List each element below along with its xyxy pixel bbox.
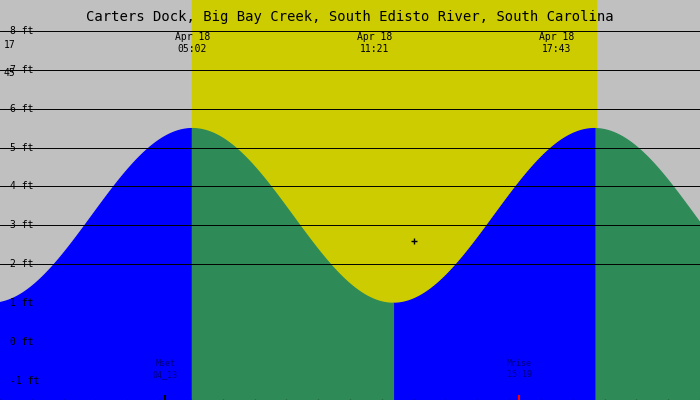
- Text: -1 ft: -1 ft: [10, 376, 39, 386]
- Text: 6 ft: 6 ft: [10, 104, 33, 114]
- Text: 1 ft: 1 ft: [10, 298, 33, 308]
- Bar: [192, 0, 596, 400]
- Text: 17: 17: [4, 40, 15, 50]
- Text: Apr 18
17:43: Apr 18 17:43: [539, 32, 574, 54]
- Text: 3 ft: 3 ft: [10, 220, 33, 230]
- Text: 5 ft: 5 ft: [10, 142, 33, 152]
- Text: Apr 18
11:21: Apr 18 11:21: [357, 32, 392, 54]
- Text: Mset
04_13: Mset 04_13: [153, 359, 178, 379]
- Text: 7 ft: 7 ft: [10, 65, 33, 75]
- Text: 8 ft: 8 ft: [10, 26, 33, 36]
- Text: 4 ft: 4 ft: [10, 182, 33, 192]
- Text: 2 ft: 2 ft: [10, 259, 33, 269]
- Text: 0 ft: 0 ft: [10, 337, 33, 347]
- Text: 45: 45: [4, 68, 15, 78]
- Text: Mrise
15:19: Mrise 15:19: [507, 359, 532, 379]
- Text: Carters Dock, Big Bay Creek, South Edisto River, South Carolina: Carters Dock, Big Bay Creek, South Edist…: [86, 10, 614, 24]
- Text: Apr 18
05:02: Apr 18 05:02: [175, 32, 210, 54]
